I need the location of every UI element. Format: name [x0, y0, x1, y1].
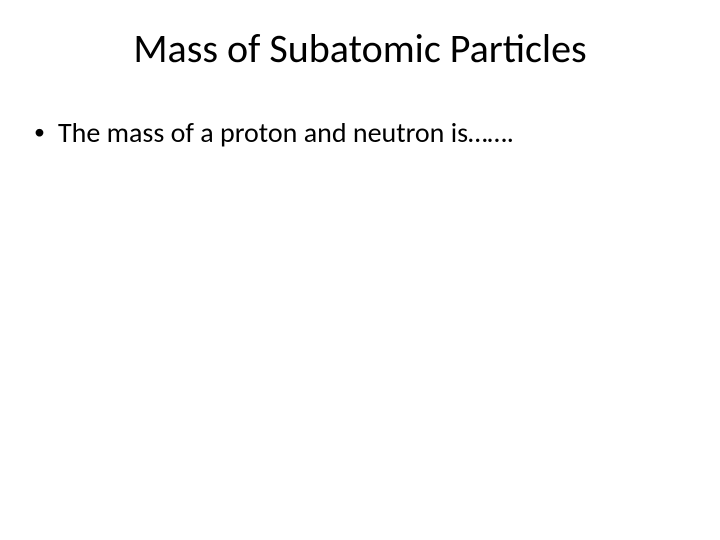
- slide: Mass of Subatomic Particles • The mass o…: [0, 0, 720, 540]
- slide-title: Mass of Subatomic Particles: [0, 24, 720, 73]
- slide-body: • The mass of a proton and neutron is…….: [0, 115, 720, 150]
- bullet-text: The mass of a proton and neutron is…….: [58, 115, 680, 150]
- bullet-item: • The mass of a proton and neutron is…….: [34, 115, 680, 150]
- bullet-marker-icon: •: [34, 115, 58, 149]
